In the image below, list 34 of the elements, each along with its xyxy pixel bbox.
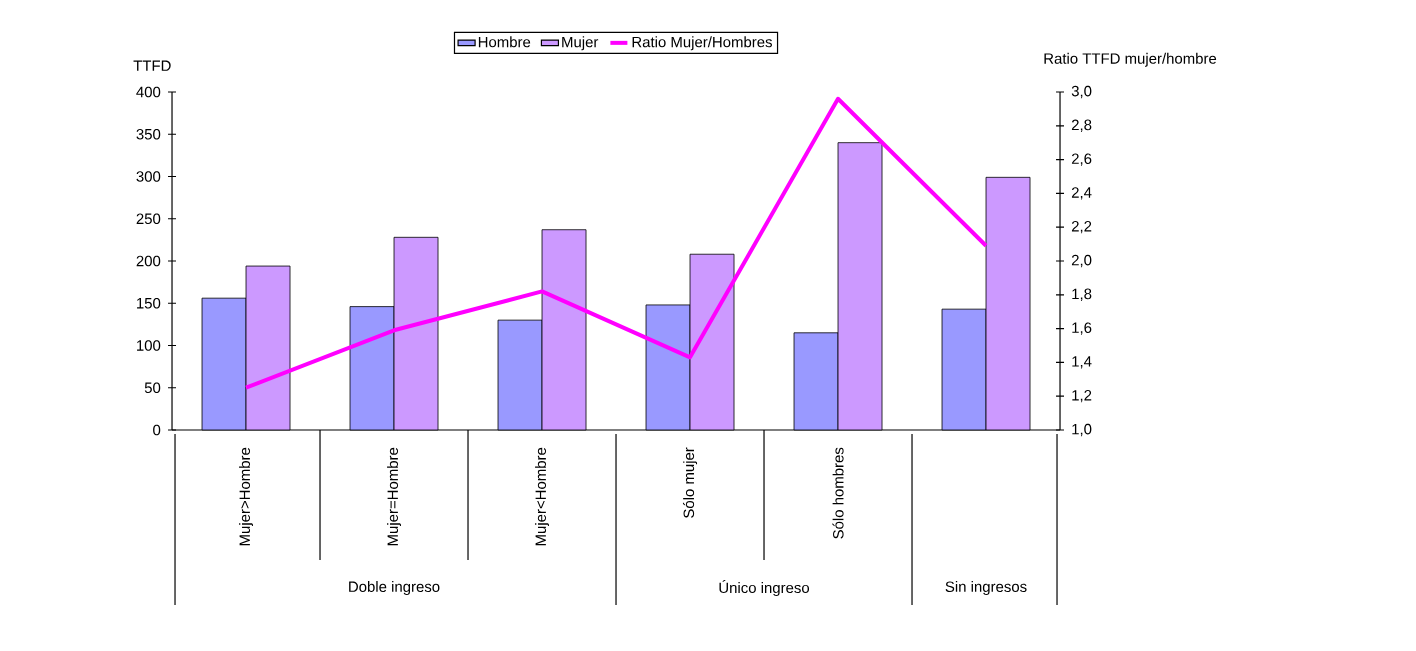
y2-tick-label: 1,6 [1072,322,1092,335]
y2-tick-label: 2,0 [1071,254,1092,268]
x-tick-label: Sólo mujer [682,447,698,518]
y-tick-label: 350 [136,128,161,140]
y-tick-label: 250 [136,213,161,225]
y2-tick-label: 2,4 [1071,187,1092,200]
x-tick-label: Mujer<Hombre [535,447,549,546]
text: Único ingreso [719,579,810,597]
y-tick-label: 100 [137,340,161,351]
y-tick-label: 300 [136,171,161,182]
text: Doble ingreso [349,581,440,595]
y-tick-label: 150 [137,297,161,309]
y-tick-label: 0 [153,424,161,436]
y2-tick-label: 2,8 [1071,119,1092,132]
y-tick-label: 400 [136,86,161,98]
y2-tick-label: 3,0 [1071,85,1092,99]
x-tick-label: Mujer=Hombre [387,447,401,546]
y2-tick-label: 1,2 [1072,390,1092,403]
line-series [244,96,989,390]
y2-tick-label: 1,0 [1072,423,1092,437]
y-tick-label: 50 [144,382,161,394]
legend-label: Mujer [562,36,599,51]
legend-label: Hombre [478,36,531,48]
x-tick-label: Mujer>Hombre [239,447,253,546]
x-tick-label: Sólo hombres [832,447,844,539]
y2-axis-title: Ratio TTFD mujer/hombre [1044,52,1217,67]
y2-tick-label: 1,8 [1072,288,1092,301]
legend-label: Ratio Mujer/Hombres [632,36,772,51]
y2-tick-label: 2,2 [1071,221,1092,234]
y2-tick-label: 1,4 [1072,356,1092,369]
text: Sin ingresos [945,581,1027,595]
y-tick-label: 200 [136,255,161,267]
y-axis-title: TTFD [133,60,171,71]
y2-tick-label: 2,6 [1071,153,1092,166]
